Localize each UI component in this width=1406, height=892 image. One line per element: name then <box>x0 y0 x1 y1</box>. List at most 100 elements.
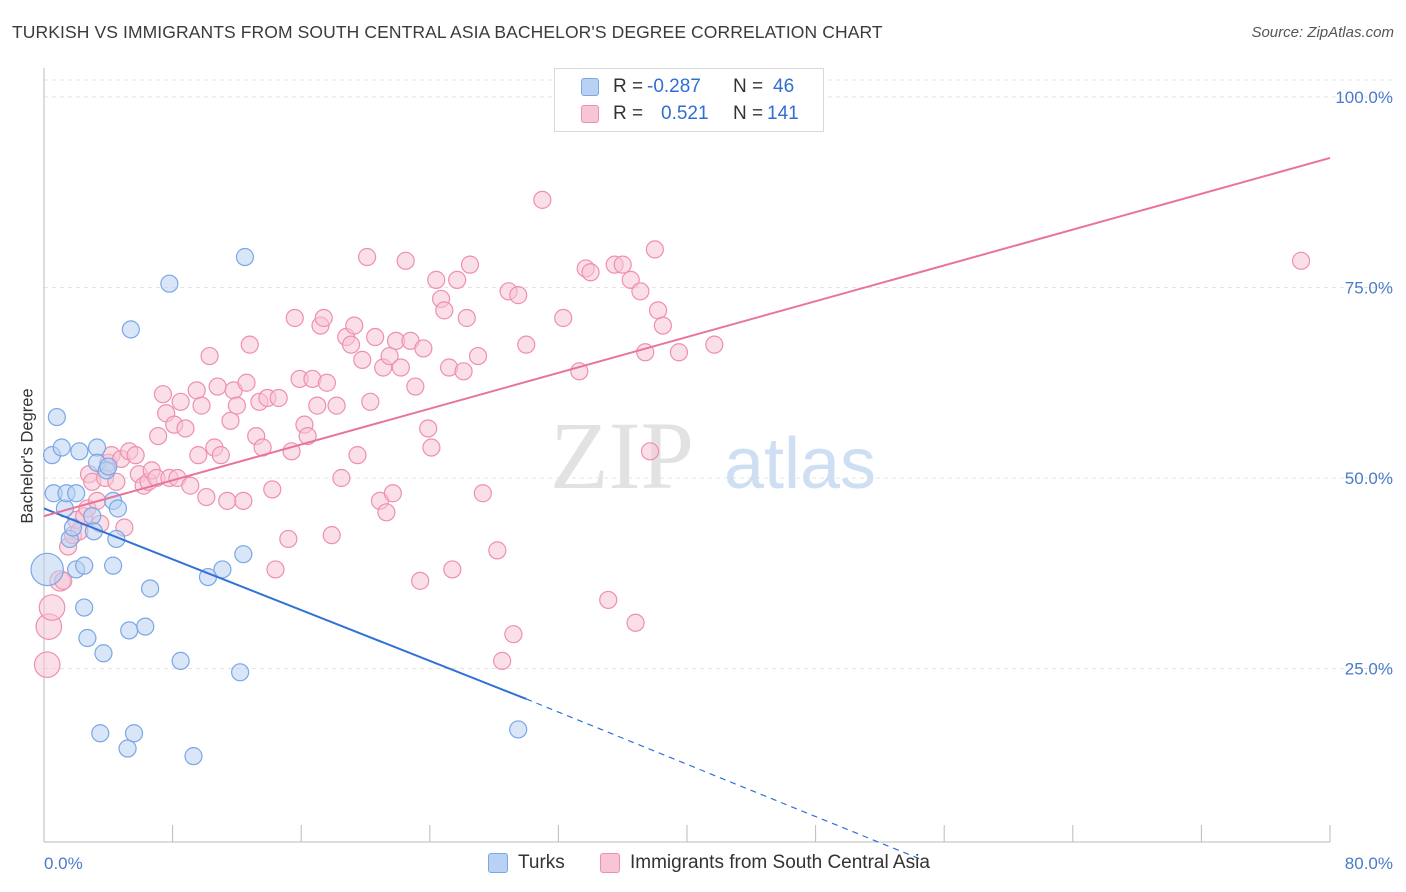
x-tick-label: 80.0% <box>1345 854 1393 873</box>
point-immigrants <box>263 480 282 499</box>
x-tick-label: 0.0% <box>44 854 83 873</box>
point-immigrants <box>419 419 438 438</box>
point-immigrants <box>332 468 351 488</box>
point-immigrants <box>298 426 317 446</box>
point-immigrants <box>153 385 173 404</box>
watermark-atlas: atlas <box>724 424 876 504</box>
point-immigrants <box>391 358 410 377</box>
point-immigrants <box>460 255 480 274</box>
point-turks <box>30 552 64 587</box>
point-turks <box>124 724 144 743</box>
point-immigrants <box>171 392 190 411</box>
point-immigrants <box>176 419 195 438</box>
r-value: 0.521 <box>661 103 709 124</box>
point-turks <box>52 438 71 457</box>
point-immigrants <box>211 446 230 465</box>
legend-item-immigrants: Immigrants from South Central Asia <box>600 852 930 874</box>
point-immigrants <box>454 362 473 381</box>
point-turks <box>184 747 203 766</box>
point-immigrants <box>279 529 298 549</box>
series-blue-points <box>30 247 528 766</box>
n-label: N = <box>733 103 764 124</box>
series-legend: Turks Immigrants from South Central Asia <box>0 852 1406 878</box>
watermark-zip: ZIP <box>550 402 694 509</box>
point-immigrants <box>266 560 285 579</box>
y-tick-label: 50.0% <box>1345 469 1393 488</box>
legend-label-turks: Turks <box>518 852 565 873</box>
point-turks <box>78 628 97 648</box>
point-immigrants <box>282 442 301 461</box>
legend-swatch-blue <box>488 853 508 873</box>
point-immigrants <box>457 308 476 328</box>
legend-label-immigrants: Immigrants from South Central Asia <box>630 852 930 873</box>
point-immigrants <box>488 541 507 560</box>
point-immigrants <box>285 308 304 328</box>
point-immigrants <box>653 316 672 335</box>
point-immigrants <box>187 381 206 400</box>
point-immigrants <box>234 491 253 510</box>
tick-labels: 100.0% 75.0% 50.0% 25.0% 0.0% 80.0% <box>44 88 1393 873</box>
point-immigrants <box>1291 251 1311 270</box>
point-immigrants <box>358 247 377 267</box>
point-turks <box>104 556 123 575</box>
point-immigrants <box>626 613 645 632</box>
point-turks <box>171 651 190 670</box>
point-immigrants <box>33 651 61 679</box>
point-immigrants <box>237 373 256 392</box>
point-immigrants <box>126 446 145 465</box>
point-turks <box>509 720 528 739</box>
n-label: N = <box>733 76 764 97</box>
point-immigrants <box>613 255 632 274</box>
point-turks <box>99 457 118 476</box>
point-turks <box>120 621 139 640</box>
point-immigrants <box>517 335 536 354</box>
point-immigrants <box>493 651 512 670</box>
point-immigrants <box>448 270 467 289</box>
point-immigrants <box>361 392 380 411</box>
y-tick-label: 75.0% <box>1345 279 1393 298</box>
point-immigrants <box>645 240 664 259</box>
trend-line-turks <box>43 507 527 700</box>
point-immigrants <box>189 446 208 465</box>
point-immigrants <box>192 396 211 415</box>
point-immigrants <box>669 343 689 362</box>
source-label: Source: ZipAtlas.com <box>1251 24 1394 41</box>
n-value: 141 <box>767 103 799 124</box>
point-immigrants <box>648 301 668 320</box>
point-immigrants <box>269 388 288 408</box>
legend-swatch-pink <box>581 105 599 123</box>
point-immigrants <box>581 263 600 282</box>
point-turks <box>67 484 86 503</box>
point-immigrants <box>197 487 216 507</box>
legend-swatch-pink <box>600 853 620 873</box>
point-immigrants <box>327 396 346 415</box>
point-immigrants <box>599 590 618 610</box>
trend-line-turks-extension <box>526 698 921 860</box>
point-immigrants <box>181 476 200 495</box>
point-immigrants <box>533 190 552 209</box>
point-immigrants <box>473 484 492 503</box>
point-turks <box>108 499 128 518</box>
point-immigrants <box>631 282 650 301</box>
watermark: ZIP atlas <box>550 402 876 509</box>
point-turks <box>118 739 137 758</box>
point-turks <box>160 274 179 293</box>
point-turks <box>87 438 107 457</box>
point-immigrants <box>377 503 396 522</box>
point-immigrants <box>380 346 399 366</box>
point-immigrants <box>570 362 589 381</box>
r-value: -0.287 <box>647 76 701 97</box>
point-immigrants <box>435 301 454 320</box>
point-immigrants <box>396 251 415 270</box>
point-immigrants <box>353 350 372 369</box>
r-label: R = <box>613 76 644 97</box>
point-immigrants <box>443 560 462 579</box>
point-immigrants <box>366 327 385 347</box>
point-immigrants <box>414 339 433 358</box>
point-immigrants <box>468 346 488 366</box>
point-immigrants <box>149 426 168 446</box>
point-immigrants <box>218 491 237 510</box>
point-immigrants <box>345 316 364 335</box>
point-immigrants <box>422 438 441 457</box>
